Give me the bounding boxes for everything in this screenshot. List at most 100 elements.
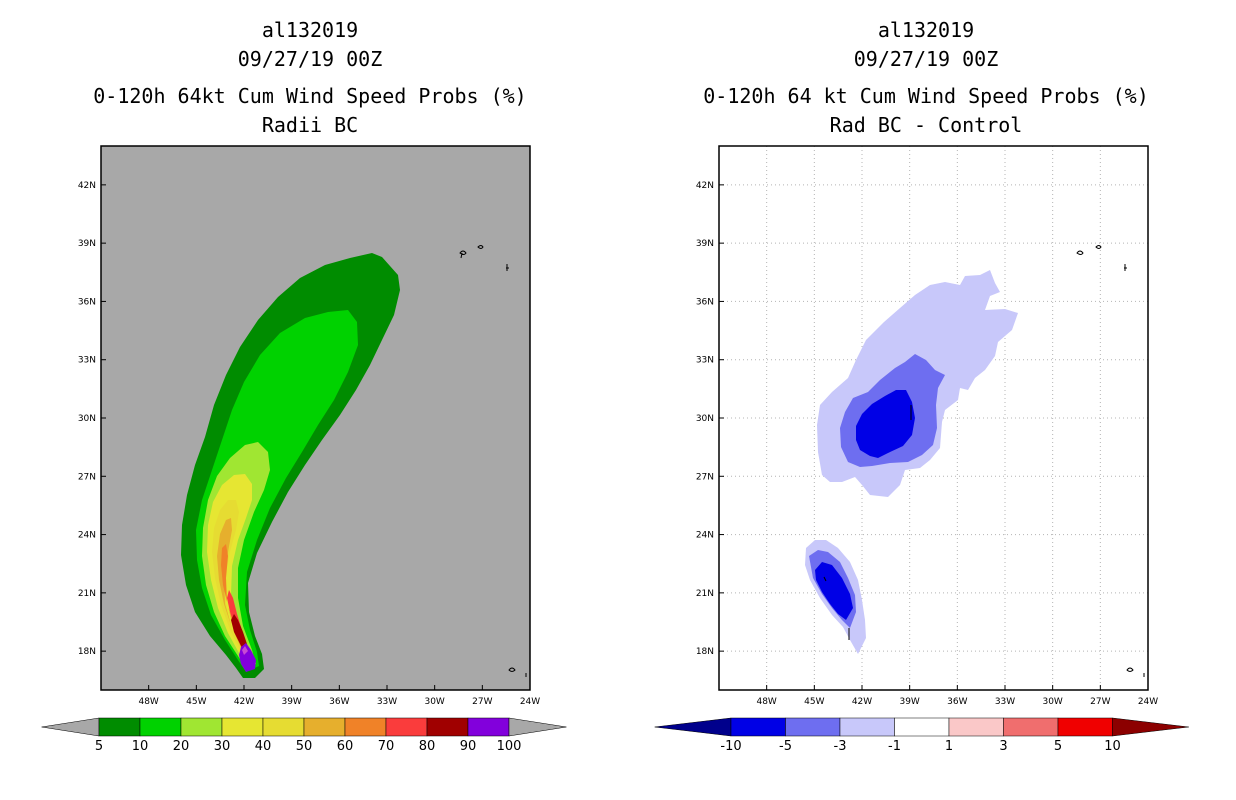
- lat-tick-label: 30N: [78, 414, 96, 424]
- right-axis-ticks: 48W 45W 42W 39W 36W 33W 30W 27W 24W 42N 39N 36N 33N 3…: [696, 181, 1158, 707]
- colorbar-level-label: 10: [132, 739, 149, 754]
- lon-tick-label: 42W: [234, 697, 254, 707]
- lat-tick-label: 18N: [78, 647, 96, 657]
- colorbar-swatch: [139, 717, 182, 737]
- lon-tick-label: 24W: [520, 697, 540, 707]
- lon-tick-label: 30W: [424, 697, 444, 707]
- right-chart-title: 0-120h 64 kt Cum Wind Speed Probs (%): [703, 84, 1149, 108]
- lat-tick-label: 39N: [78, 239, 96, 249]
- lon-tick-label: 42W: [852, 697, 872, 707]
- colorbar-level-label: 5: [95, 739, 103, 754]
- colorbar-swatch: [948, 717, 1004, 737]
- lon-tick-label: 27W: [472, 697, 492, 707]
- colorbar-swatch: [426, 717, 469, 737]
- left-colorbar: 5 10 20 30 40 50 60 70 80 90 100: [41, 717, 567, 754]
- cape-verde-islands: [508, 667, 527, 677]
- contour-60: [221, 544, 249, 662]
- left-chart-title: 0-120h 64kt Cum Wind Speed Probs (%): [93, 84, 527, 108]
- left-panel-title-block: al132019 09/27/19 00Z 0-120h 64kt Cum Wind…: [60, 16, 560, 140]
- azores-island-2: [477, 245, 484, 249]
- lon-tick-label: 33W: [377, 697, 397, 707]
- colorbar-level-label: -10: [720, 739, 741, 754]
- left-coastlines: [459, 245, 527, 677]
- colorbar-swatch: [262, 717, 305, 737]
- lat-tick-label: 39N: [696, 239, 714, 249]
- left-datetime: 09/27/19 00Z: [237, 47, 383, 71]
- colorbar-level-label: 1: [945, 739, 953, 754]
- lon-tick-label: 30W: [1042, 697, 1062, 707]
- lon-tick-label: 39W: [281, 697, 301, 707]
- lon-tick-label: 48W: [138, 697, 158, 707]
- left-axis-ticks: 48W 45W 42W 39W 36W 33W 30W 27W 24W 42N 39N 36N 33N 3…: [78, 181, 540, 707]
- lat-tick-label: 42N: [78, 181, 96, 191]
- diff-south-small-mark: [823, 576, 850, 640]
- colorbar-level-label: 40: [255, 739, 272, 754]
- colorbar-under-triangle: [41, 717, 100, 737]
- colorbar-level-label: 10: [1104, 739, 1121, 754]
- colorbar-under-triangle: [654, 717, 732, 737]
- lat-tick-label: 27N: [696, 472, 714, 482]
- right-panel-title-block: al132019 09/27/19 00Z 0-120h 64 kt Cum Win…: [676, 16, 1176, 140]
- azores-island-2: [1095, 245, 1102, 249]
- lon-tick-label: 48W: [756, 697, 776, 707]
- right-colorbar: -10 -5 -3 -1 1 3 5 10: [654, 717, 1189, 754]
- lat-tick-label: 36N: [696, 297, 714, 307]
- left-chart-subtitle: Radii BC: [261, 113, 359, 137]
- lon-tick-label: 36W: [329, 697, 349, 707]
- azores-island-1: [459, 250, 467, 259]
- lat-tick-label: 42N: [696, 181, 714, 191]
- contour-90-core: [242, 646, 248, 655]
- cape-verde-islands: [1126, 667, 1145, 677]
- right-coastlines: [1076, 245, 1145, 677]
- colorbar-swatch: [98, 717, 141, 737]
- colorbar-level-label: 5: [1054, 739, 1062, 754]
- colorbar-swatch: [785, 717, 841, 737]
- colorbar-level-label: 3: [999, 739, 1007, 754]
- azores-island-1: [1076, 250, 1084, 255]
- left-storm-id: al132019: [261, 18, 359, 42]
- colorbar-level-label: 30: [214, 739, 231, 754]
- lon-tick-label: 39W: [899, 697, 919, 707]
- lat-tick-label: 18N: [696, 647, 714, 657]
- left-contours: [181, 253, 400, 678]
- azores-island-3: [1124, 264, 1127, 271]
- colorbar-swatch: [221, 717, 264, 737]
- colorbar-swatch: [344, 717, 387, 737]
- left-map: 48W 45W 42W 39W 36W 33W 30W 27W 24W 42N 39N 36N 33N 3…: [78, 145, 540, 707]
- colorbar-swatch: [303, 717, 346, 737]
- colorbar-level-label: 20: [173, 739, 190, 754]
- colorbar-level-label: 90: [460, 739, 477, 754]
- colorbar-level-label: -1: [888, 739, 901, 754]
- diff-north-minus5: [856, 390, 915, 458]
- colorbar-swatch: [180, 717, 223, 737]
- lat-tick-label: 27N: [78, 472, 96, 482]
- colorbar-over-triangle: [508, 717, 567, 737]
- colorbar-level-label: 80: [419, 739, 436, 754]
- diff-south-minus5: [815, 562, 853, 620]
- colorbar-swatch: [1003, 717, 1059, 737]
- colorbar-level-label: 100: [497, 739, 522, 754]
- azores-island-3: [506, 264, 509, 271]
- lon-tick-label: 45W: [186, 697, 206, 707]
- right-map: 48W 45W 42W 39W 36W 33W 30W 27W 24W 42N 39N 36N 33N 3…: [696, 145, 1158, 707]
- colorbar-swatch: [894, 717, 950, 737]
- right-storm-id: al132019: [877, 18, 975, 42]
- lat-tick-label: 30N: [696, 414, 714, 424]
- colorbar-level-label: 70: [378, 739, 395, 754]
- right-datetime: 09/27/19 00Z: [853, 47, 999, 71]
- colorbar-level-label: -3: [834, 739, 847, 754]
- colorbar-swatch: [839, 717, 895, 737]
- lon-tick-label: 45W: [804, 697, 824, 707]
- lat-tick-label: 36N: [78, 297, 96, 307]
- lat-tick-label: 33N: [78, 356, 96, 366]
- right-chart-subtitle: Rad BC - Control: [829, 113, 1023, 137]
- lat-tick-label: 24N: [696, 531, 714, 541]
- lon-tick-label: 33W: [995, 697, 1015, 707]
- lon-tick-label: 27W: [1090, 697, 1110, 707]
- lat-tick-label: 21N: [696, 589, 714, 599]
- colorbar-swatch: [467, 717, 510, 737]
- colorbar-swatch: [385, 717, 428, 737]
- colorbar-swatch: [730, 717, 786, 737]
- colorbar-over-triangle: [1112, 717, 1189, 737]
